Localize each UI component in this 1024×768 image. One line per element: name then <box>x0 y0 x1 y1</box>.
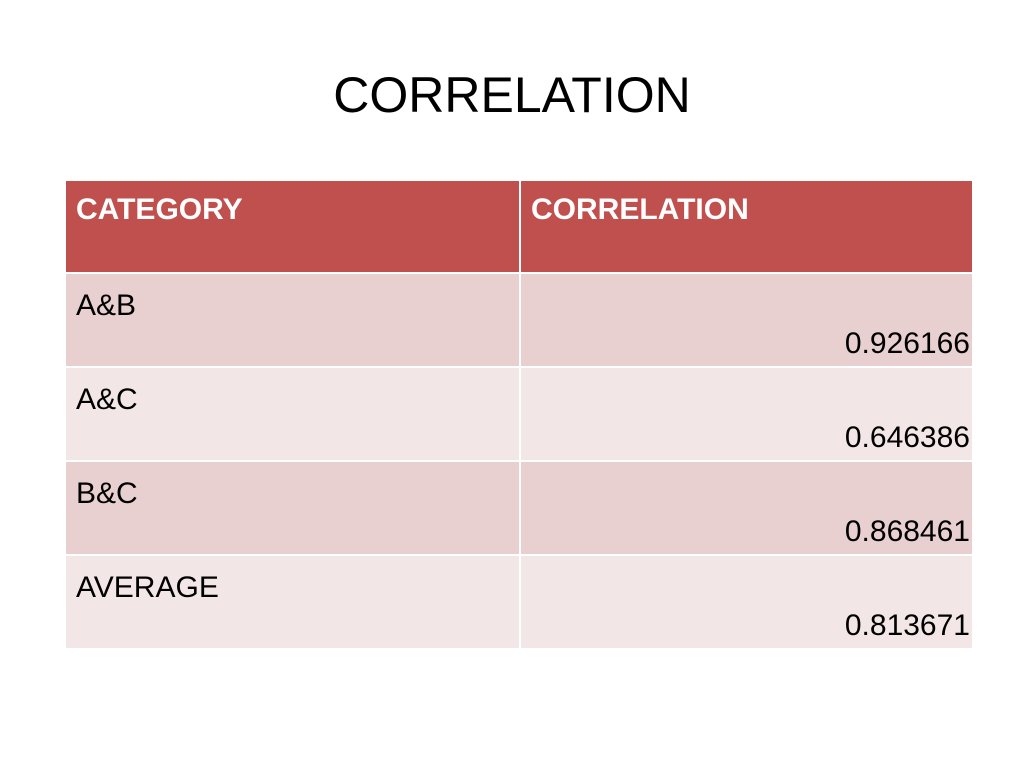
correlation-value: 0.926166 <box>844 327 970 360</box>
category-label: AVERAGE <box>76 571 219 604</box>
correlation-table: CATEGORY CORRELATION A&B 0.926166 A&C 0.… <box>64 179 974 650</box>
correlation-cell: 0.868461 <box>519 460 974 556</box>
column-header-correlation: CORRELATION <box>519 179 974 274</box>
category-cell: A&B <box>64 272 521 368</box>
table-row: A&B 0.926166 <box>64 272 974 368</box>
table-row: AVERAGE 0.813671 <box>64 554 974 650</box>
table-row: A&C 0.646386 <box>64 366 974 462</box>
column-header-category: CATEGORY <box>64 179 521 274</box>
correlation-cell: 0.926166 <box>519 272 974 368</box>
category-cell: AVERAGE <box>64 554 521 650</box>
category-label: B&C <box>76 477 138 510</box>
table-header-row: CATEGORY CORRELATION <box>64 179 974 274</box>
category-label: A&C <box>76 383 138 416</box>
correlation-cell: 0.813671 <box>519 554 974 650</box>
correlation-cell: 0.646386 <box>519 366 974 462</box>
correlation-value: 0.868461 <box>844 515 970 548</box>
slide-title: CORRELATION <box>333 67 691 123</box>
category-label: A&B <box>76 289 137 322</box>
category-cell: B&C <box>64 460 521 556</box>
category-cell: A&C <box>64 366 521 462</box>
correlation-value: 0.813671 <box>844 609 970 642</box>
table-row: B&C 0.868461 <box>64 460 974 556</box>
correlation-value: 0.646386 <box>844 421 970 454</box>
